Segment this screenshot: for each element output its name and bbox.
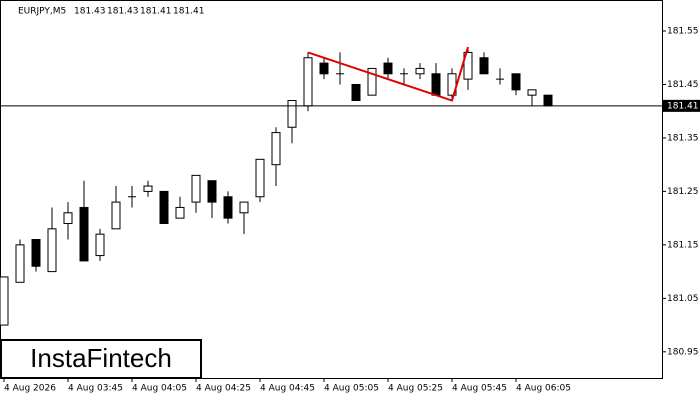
candle-body <box>111 201 121 230</box>
candle-body <box>543 94 553 107</box>
x-tick-label: 4 Aug 2026 <box>4 384 56 394</box>
header-high: 181.43 <box>107 7 139 17</box>
x-tick-label: 4 Aug 04:45 <box>260 384 315 394</box>
x-tick-label: 4 Aug 04:05 <box>132 384 187 394</box>
logo-box <box>0 339 202 379</box>
x-tick-label: 4 Aug 05:05 <box>324 384 379 394</box>
candle-body <box>527 89 537 96</box>
candle-body <box>79 206 89 262</box>
candle-body <box>415 67 425 75</box>
price-label: 181.41 <box>667 101 699 111</box>
candle-body <box>511 73 521 91</box>
candle-body <box>207 180 217 203</box>
candle-body <box>271 132 281 166</box>
y-tick-label: 181.05 <box>667 294 699 304</box>
x-tick-label: 4 Aug 06:05 <box>516 384 571 394</box>
x-tick-label: 4 Aug 05:45 <box>452 384 507 394</box>
candle-body <box>47 228 57 273</box>
symbol: EURJPY,M5 <box>18 7 66 17</box>
y-tick-label: 180.95 <box>667 347 699 357</box>
candle-body <box>223 196 233 219</box>
y-tick-label: 181.15 <box>667 240 699 250</box>
x-tick-label: 4 Aug 05:25 <box>388 384 443 394</box>
y-tick-label: 181.55 <box>667 27 699 37</box>
candle-body <box>31 239 41 267</box>
candle-body <box>191 174 201 203</box>
candle-body <box>351 83 361 102</box>
header-open: 181.43 <box>74 7 106 17</box>
logo-text: InstaFintech <box>30 343 172 373</box>
candle-body <box>319 62 329 75</box>
candle-body <box>255 158 265 198</box>
candle-body <box>431 73 441 96</box>
plot-frame <box>0 0 663 379</box>
header: EURJPY,M5 181.43 181.43 181.41 181.41 <box>18 7 205 17</box>
candle-body <box>63 212 73 224</box>
candle-body <box>143 185 153 192</box>
logo: InstaFintech <box>0 339 202 379</box>
header-close: 181.41 <box>173 7 205 17</box>
candle-body <box>159 190 169 224</box>
candle-body <box>95 233 105 257</box>
candle-body <box>15 244 25 283</box>
x-tick-label: 4 Aug 04:25 <box>196 384 251 394</box>
pattern-line <box>307 46 469 102</box>
candle-body <box>479 57 489 75</box>
candle-body <box>303 57 313 107</box>
y-tick-label: 181.35 <box>667 133 699 143</box>
y-tick-label: 181.45 <box>667 80 699 90</box>
header-low: 181.41 <box>140 7 172 17</box>
price-label-box <box>662 99 700 112</box>
candle-body <box>175 206 185 219</box>
x-tick-label: 4 Aug 03:45 <box>68 384 123 394</box>
candle-body <box>463 51 473 80</box>
candle-body <box>367 67 377 96</box>
candle-body <box>287 100 297 128</box>
candle-body <box>383 62 393 75</box>
y-tick-label: 181.25 <box>667 187 699 197</box>
candle-body <box>239 201 249 214</box>
candle-body <box>0 276 9 326</box>
